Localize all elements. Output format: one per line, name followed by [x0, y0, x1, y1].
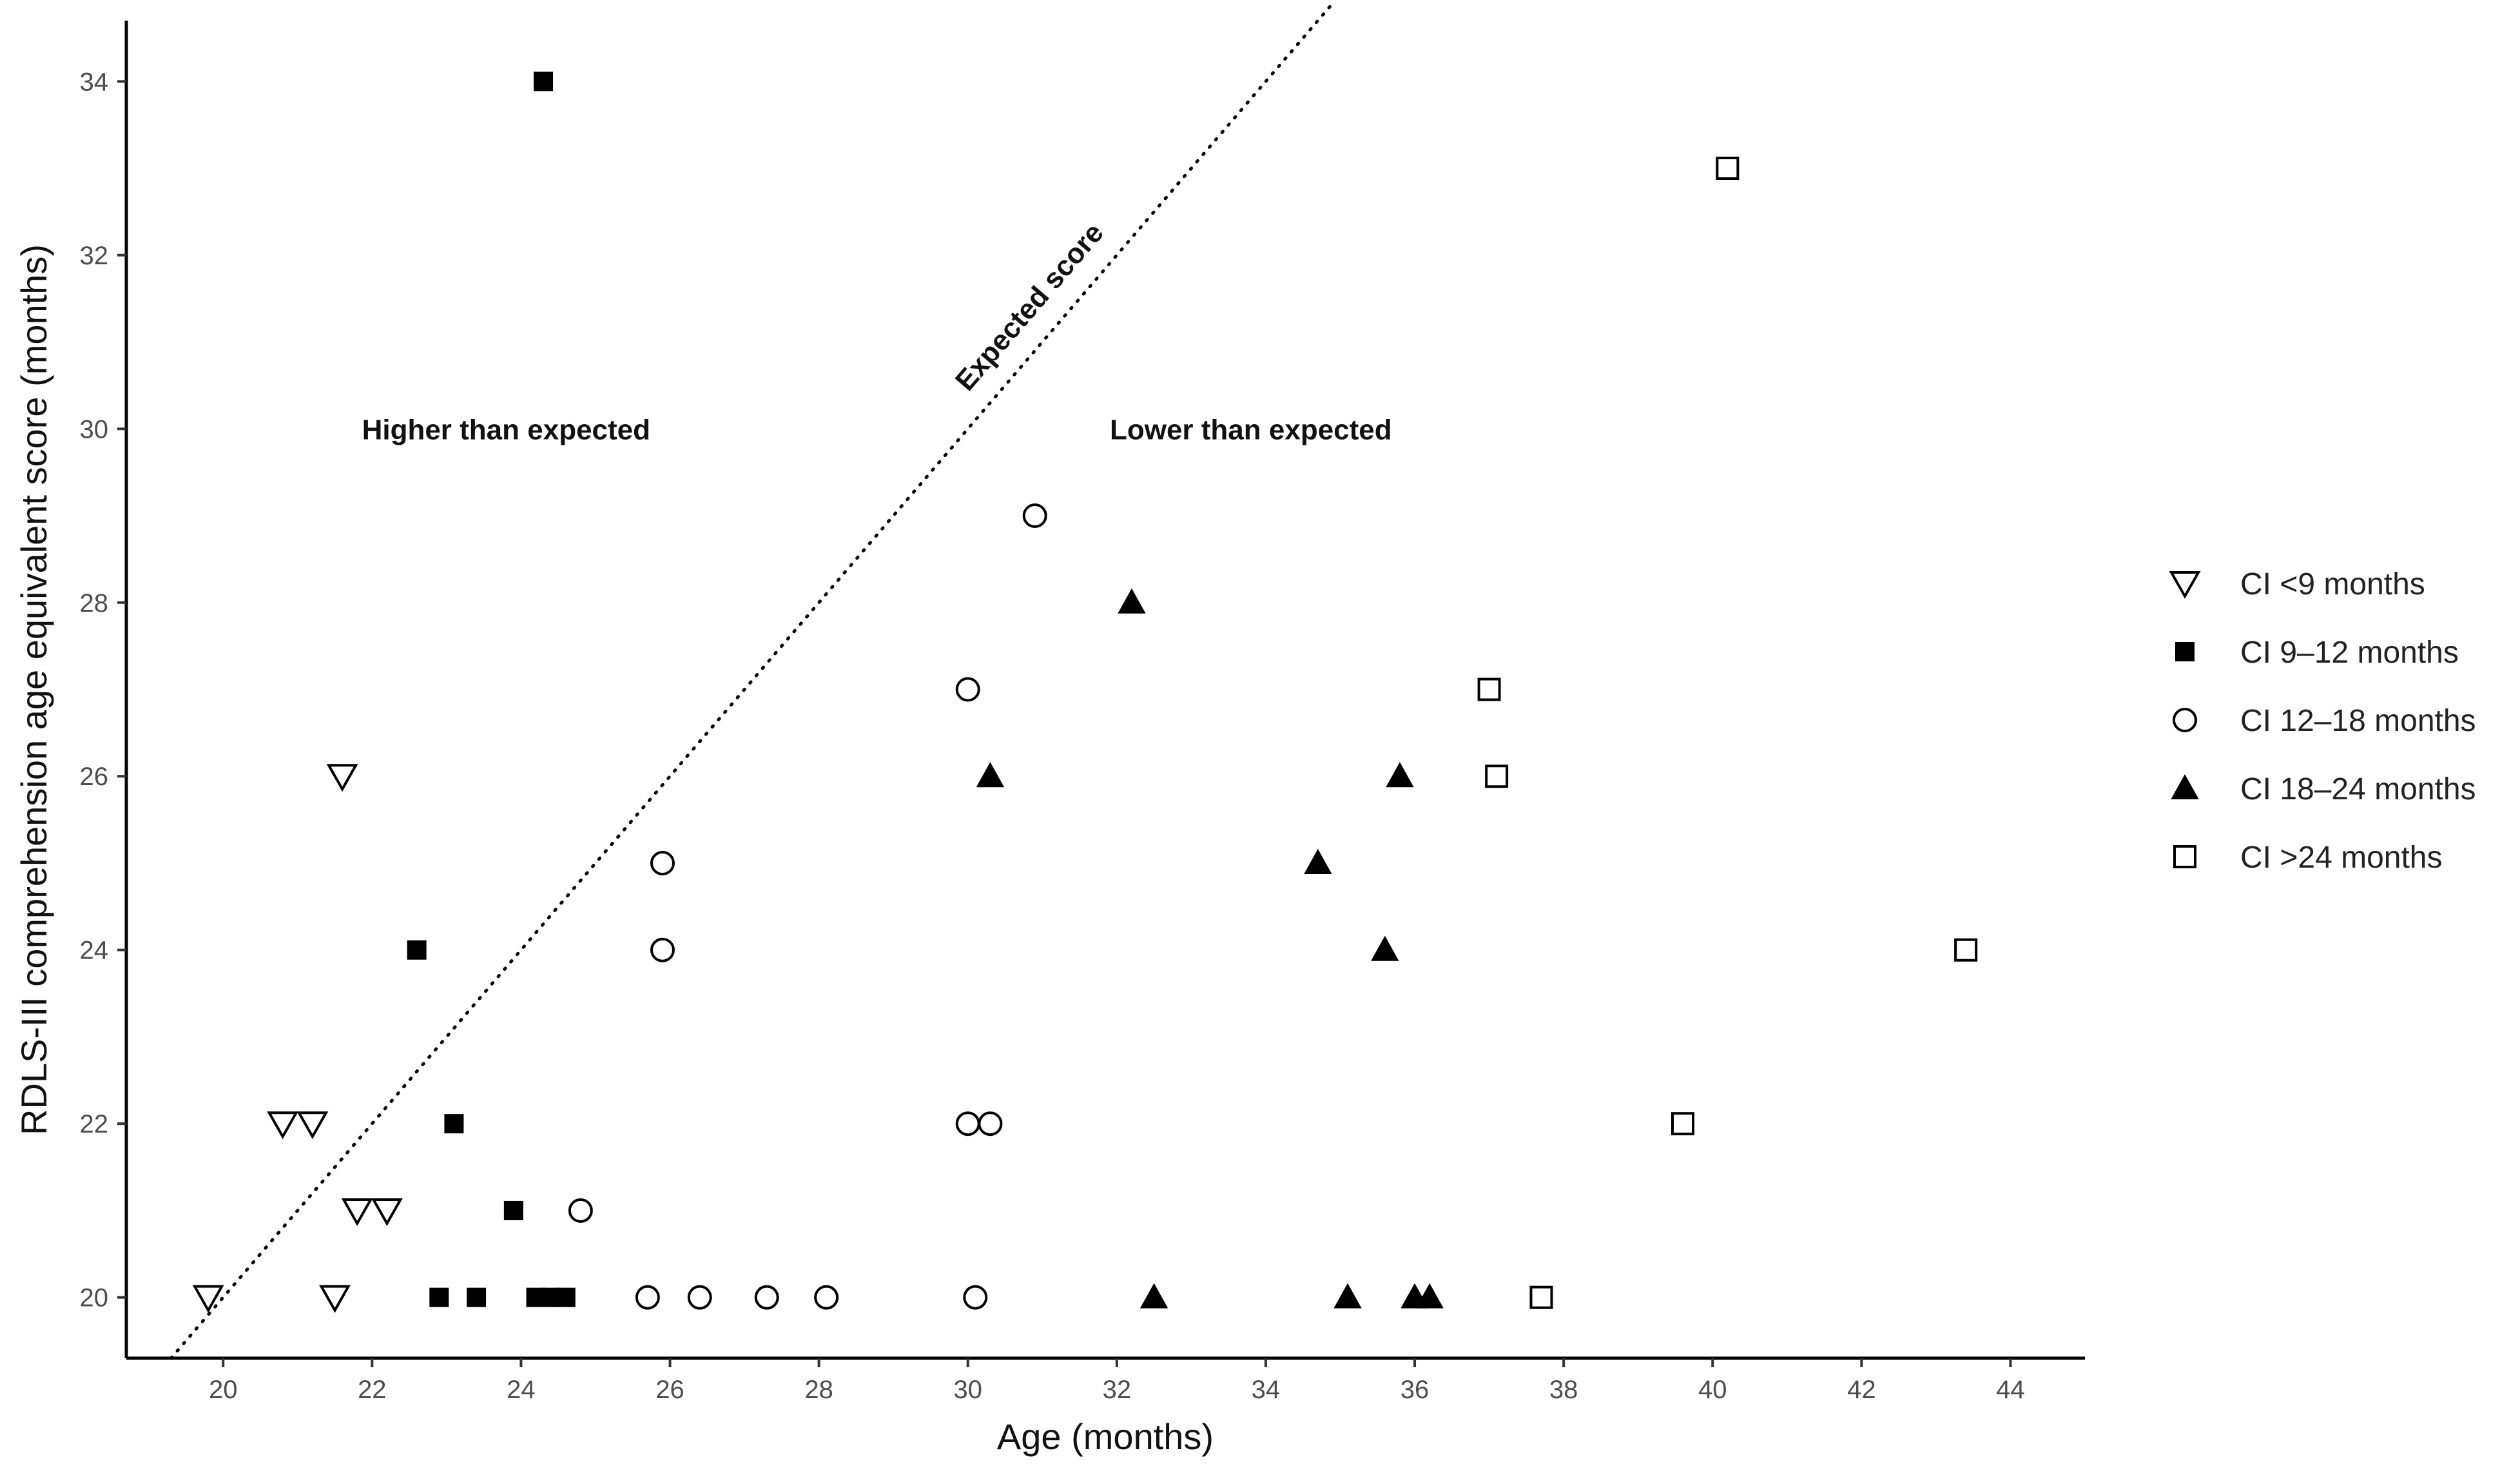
data-point — [1954, 938, 1978, 962]
legend-label: CI >24 months — [2240, 841, 2443, 875]
data-point — [192, 1285, 224, 1313]
legend-label: CI 9–12 months — [2240, 636, 2459, 670]
x-tick-label: 44 — [1996, 1376, 2025, 1404]
x-axis-title: Age (months) — [997, 1416, 1214, 1457]
data-point — [976, 762, 1005, 788]
legend-item: CI 12–18 months — [2173, 704, 2476, 738]
x-tick-label: 20 — [209, 1376, 238, 1404]
data-point — [754, 1285, 779, 1310]
axes — [124, 21, 2085, 1360]
x-tick-label: 32 — [1103, 1376, 1132, 1404]
y-tick-label: 30 — [80, 415, 109, 443]
data-point — [1529, 1285, 1553, 1309]
data-point — [1386, 762, 1414, 788]
data-point — [687, 1285, 712, 1310]
legend-item: CI 9–12 months — [2175, 636, 2459, 670]
data-point — [1371, 935, 1399, 961]
x-tick-label: 26 — [655, 1376, 684, 1404]
data-point — [568, 1198, 593, 1223]
legend-label: CI <9 months — [2240, 567, 2425, 601]
series-4 — [1477, 157, 1978, 1309]
legend-item: CI 18–24 months — [2171, 772, 2476, 806]
y-tick-label: 20 — [80, 1284, 109, 1312]
data-point — [1415, 1283, 1444, 1309]
x-tick-label: 24 — [507, 1376, 536, 1404]
data-point — [1118, 588, 1146, 614]
legend-marker — [2173, 708, 2197, 732]
data-point — [444, 1114, 464, 1134]
data-point — [1139, 1283, 1168, 1309]
legend-label: CI 12–18 months — [2240, 704, 2476, 738]
data-point — [267, 1111, 299, 1140]
x-tick-label: 34 — [1252, 1376, 1281, 1404]
data-point — [296, 1111, 329, 1140]
data-point — [1022, 503, 1047, 529]
x-tick-label: 42 — [1847, 1376, 1876, 1404]
y-tick-label: 28 — [80, 589, 109, 618]
legend: CI <9 months CI 9–12 months CI 12–18 month… — [2169, 567, 2476, 875]
data-point — [650, 937, 675, 962]
data-point — [326, 764, 358, 792]
region-annotation: Lower than expected — [1110, 414, 1392, 445]
x-tick-label: 38 — [1549, 1376, 1578, 1404]
data-point — [1716, 157, 1740, 180]
y-tick-label: 32 — [80, 242, 109, 270]
series-1 — [407, 72, 576, 1307]
data-point — [319, 1285, 351, 1313]
y-axis-title: RDLS-III comprehension age equivalent sc… — [14, 244, 54, 1135]
x-tick-label: 28 — [804, 1376, 833, 1404]
y-tick-label: 26 — [80, 763, 109, 791]
x-tick-label: 22 — [358, 1376, 387, 1404]
series-3 — [976, 588, 1444, 1309]
y-tick-label: 24 — [80, 937, 109, 965]
data-point — [429, 1287, 449, 1307]
data-point — [371, 1198, 403, 1226]
legend-marker — [2175, 642, 2195, 661]
data-point — [955, 1111, 980, 1136]
data-point — [503, 1200, 523, 1220]
data-point — [955, 677, 980, 702]
y-tick-label: 34 — [80, 68, 109, 96]
data-point — [963, 1285, 988, 1310]
series-0 — [192, 764, 403, 1313]
annotations: Expected score Higher than expected Lower … — [362, 217, 1392, 446]
data-point — [1671, 1112, 1695, 1136]
data-point — [1485, 765, 1509, 788]
data-point — [534, 72, 554, 92]
data-point — [978, 1111, 1003, 1136]
legend-marker — [2173, 845, 2196, 868]
x-tick-label: 30 — [953, 1376, 982, 1404]
legend-label: CI 18–24 months — [2240, 772, 2476, 806]
data-point — [467, 1287, 487, 1307]
y-tick-label: 22 — [80, 1110, 109, 1138]
x-tick-label: 36 — [1401, 1376, 1430, 1404]
data-point — [556, 1287, 576, 1307]
axis-ticks: 20 22 24 26 28 30 32 34 36 38 40 42 44 20 22 24 26 28 30 32… — [80, 68, 2025, 1404]
legend-item: CI <9 months — [2169, 567, 2425, 601]
legend-item: CI >24 months — [2173, 841, 2443, 875]
data-point — [635, 1285, 660, 1310]
data-point — [650, 850, 675, 875]
data-point — [1477, 677, 1501, 701]
data-point — [1304, 848, 1332, 874]
expected-score-line — [169, 1, 1335, 1360]
data-point — [341, 1198, 373, 1226]
data-point — [814, 1285, 839, 1310]
expected-score-label: Expected score — [949, 217, 1110, 397]
data-point — [1333, 1283, 1362, 1309]
data-point — [407, 940, 427, 960]
series-2 — [568, 503, 1047, 1310]
legend-marker — [2169, 571, 2201, 599]
region-annotation: Higher than expected — [362, 414, 650, 445]
reference-layer — [169, 1, 1335, 1360]
legend-marker — [2171, 774, 2199, 799]
data-points — [192, 72, 1978, 1313]
x-tick-label: 40 — [1698, 1376, 1727, 1404]
